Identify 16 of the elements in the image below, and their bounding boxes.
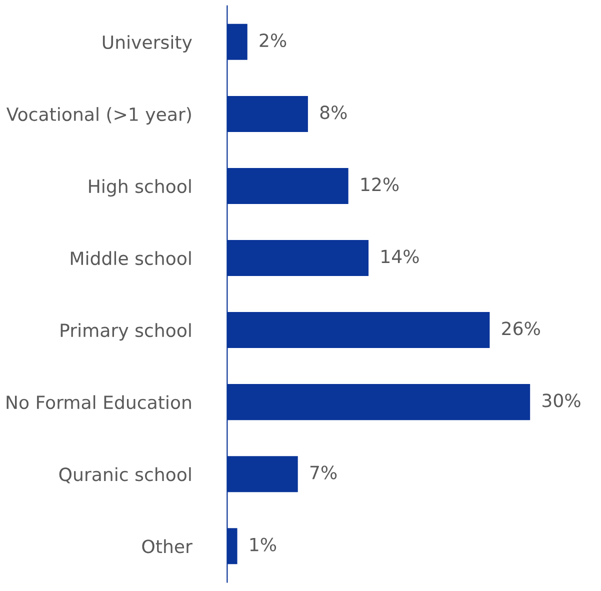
data-label: 7% [310,466,337,480]
data-label: 1% [250,538,276,552]
y-tick-label: University [102,35,192,53]
y-tick-label: Other [142,539,192,554]
y-tick-label: Primary school [60,323,191,341]
data-label: 14% [382,250,419,264]
y-tick-label: No Formal Education [6,395,191,410]
y-tick-label: Vocational (>1 year) [6,107,191,125]
data-label: 12% [361,178,399,192]
data-label: 30% [542,394,580,408]
y-tick-label: Quranic school [59,467,191,484]
data-label: 2% [260,34,286,48]
y-tick-label: High school [89,179,191,197]
data-label: 8% [320,106,347,120]
y-tick-label: Middle school [70,251,191,266]
data-label: 26% [502,322,540,336]
